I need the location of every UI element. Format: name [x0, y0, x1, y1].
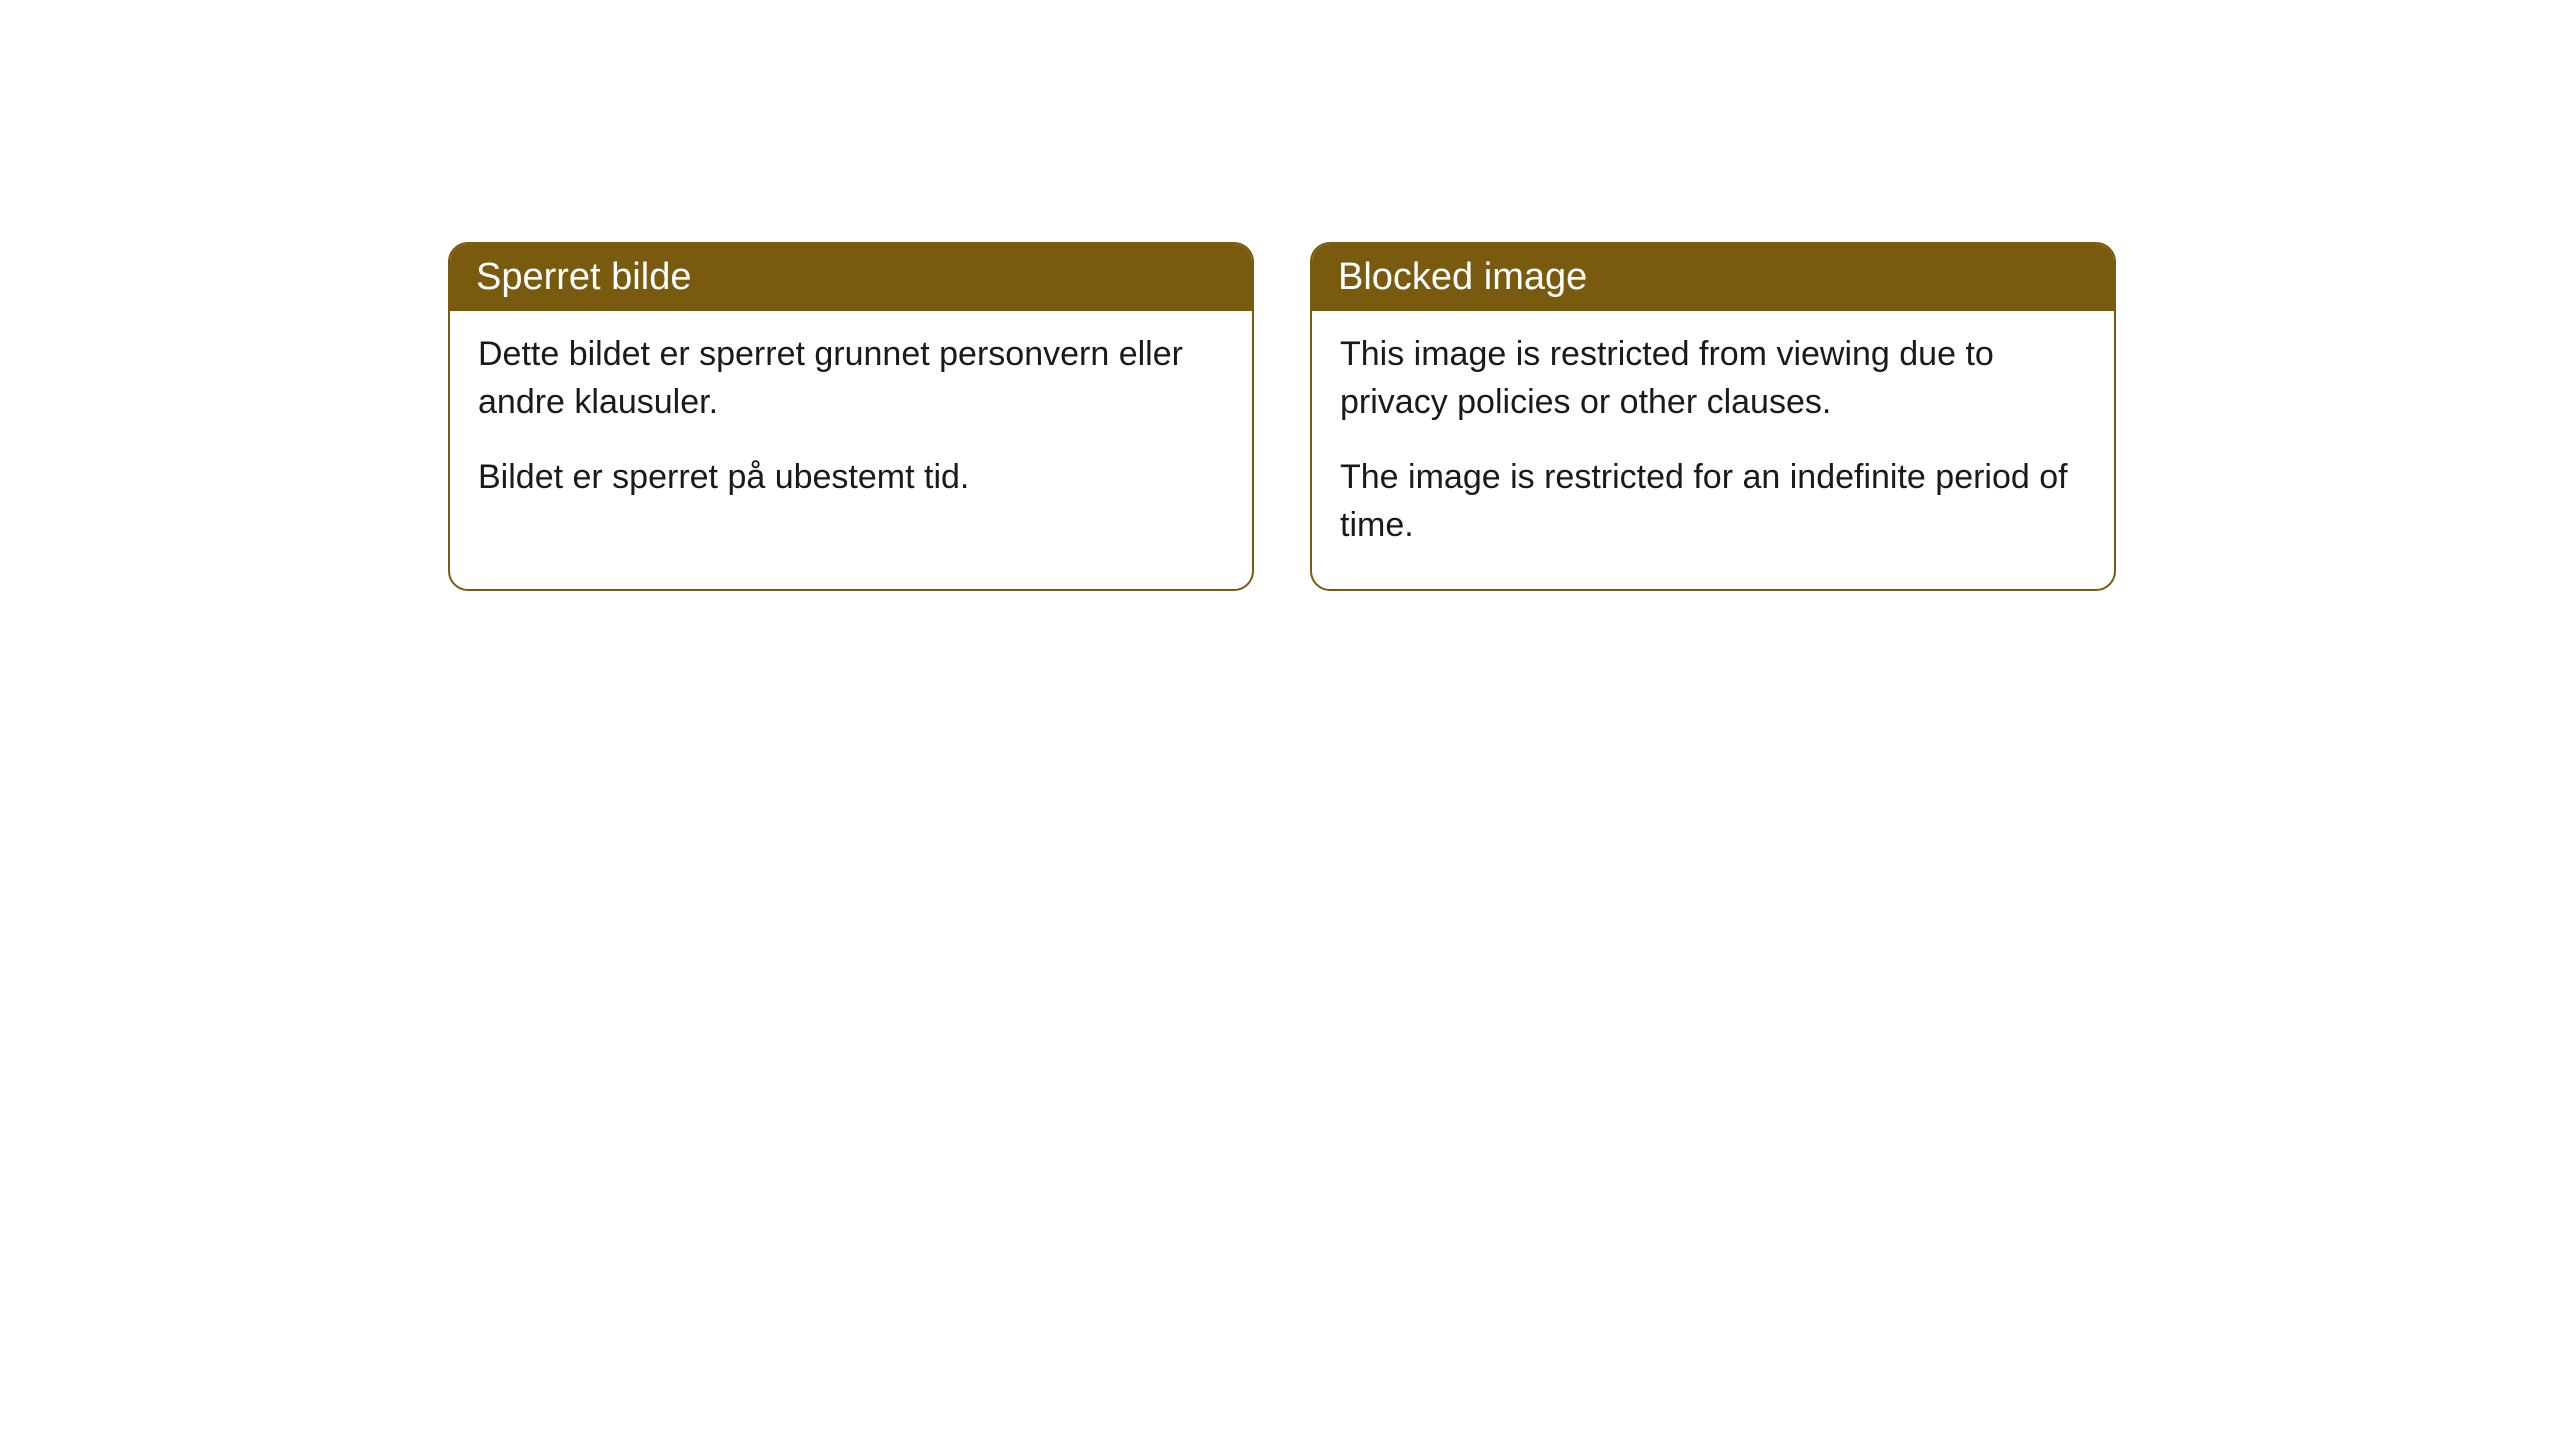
card-body-english: This image is restricted from viewing du…	[1312, 311, 2114, 589]
card-norwegian: Sperret bilde Dette bildet er sperret gr…	[448, 242, 1254, 591]
cards-container: Sperret bilde Dette bildet er sperret gr…	[0, 0, 2560, 591]
card-body-norwegian: Dette bildet er sperret grunnet personve…	[450, 311, 1252, 542]
card-english: Blocked image This image is restricted f…	[1310, 242, 2116, 591]
card-paragraph-1: Dette bildet er sperret grunnet personve…	[478, 331, 1224, 426]
card-paragraph-1: This image is restricted from viewing du…	[1340, 331, 2086, 426]
card-header-norwegian: Sperret bilde	[450, 244, 1252, 311]
card-header-english: Blocked image	[1312, 244, 2114, 311]
card-paragraph-2: The image is restricted for an indefinit…	[1340, 454, 2086, 549]
card-paragraph-2: Bildet er sperret på ubestemt tid.	[478, 454, 1224, 502]
